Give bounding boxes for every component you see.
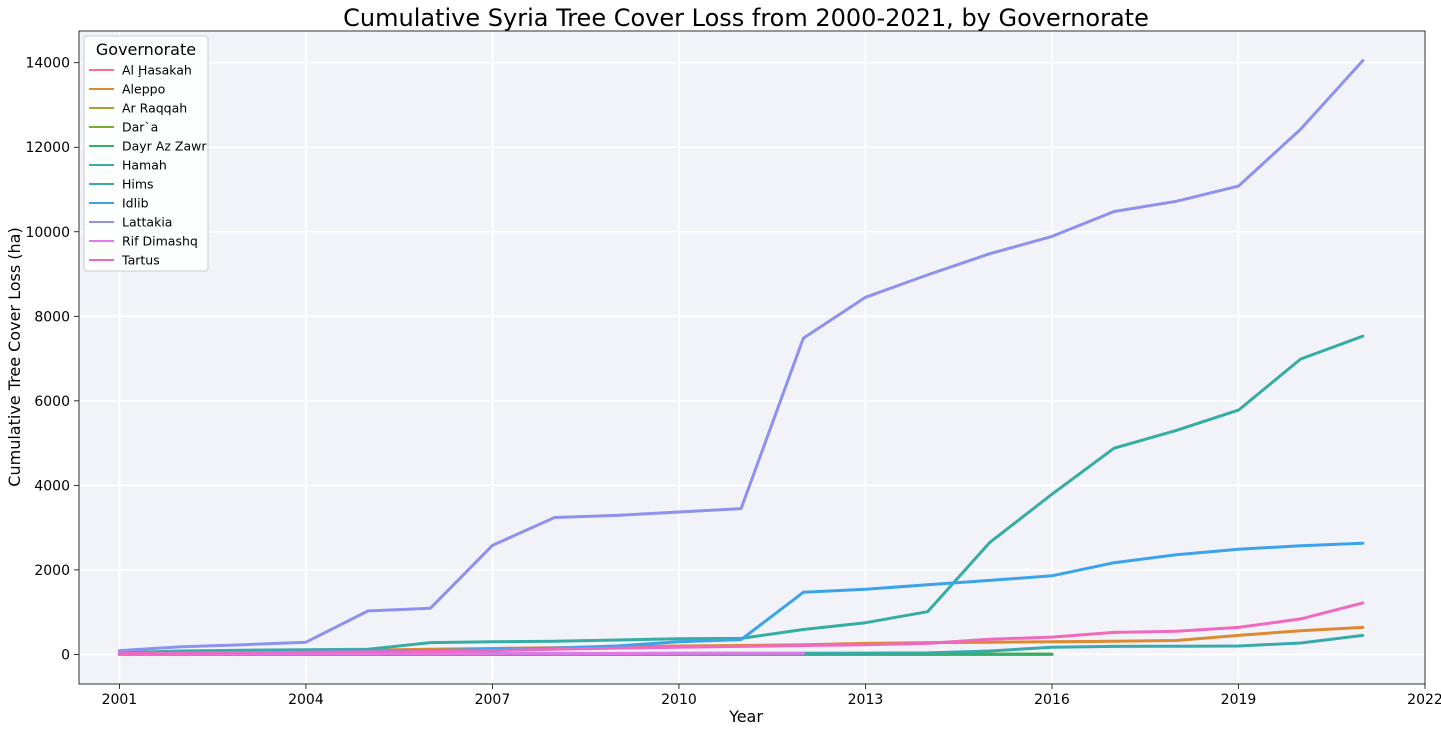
legend: Governorate Al Ḩasakah Aleppo Ar Raqqah Dar… [83,35,209,272]
y-tick-label: 12000 [25,140,70,156]
x-axis-label: Year [728,707,763,726]
legend-label: Aleppo [122,82,165,97]
y-tick-label: 4000 [34,478,70,494]
chart-title: Cumulative Syria Tree Cover Loss from 20… [343,4,1149,32]
legend-label: Lattakia [122,215,172,230]
legend-box [83,35,209,272]
legend-label: Dar`a [122,120,158,135]
plot-frame [78,30,1426,685]
y-tick-label: 8000 [34,309,70,325]
legend-items: Al Ḩasakah Aleppo Ar Raqqah Dar`a Dayr Az Za… [89,63,207,268]
legend-label: Ar Raqqah [122,101,187,116]
legend-label: Hims [122,177,154,192]
legend-label: Rif Dimashq [122,234,198,249]
x-axis-ticks: 2001 2004 2007 2010 2013 2016 2019 2022 [102,684,1441,708]
plot-area [79,31,1425,684]
y-tick-label: 6000 [34,394,70,410]
y-tick-label: 0 [61,647,70,663]
x-tick-label: 2007 [475,692,511,708]
series-line-lattakia [117,59,1365,653]
x-tick-label: 2001 [102,692,138,708]
legend-label: Idlib [122,196,149,211]
y-tick-label: 14000 [25,56,70,72]
legend-label: Al Ḩasakah [122,63,192,78]
x-tick-label: 2010 [661,692,697,708]
y-axis-label: Cumulative Tree Cover Loss (ha) [5,227,24,486]
x-tick-label: 2022 [1407,692,1441,708]
x-gridlines [118,31,1426,684]
x-tick-label: 2013 [848,692,884,708]
y-tick-label: 2000 [34,563,70,579]
legend-label: Dayr Az Zawr [122,139,207,154]
series-line-tartus [117,601,1365,656]
series-lines [117,59,1365,656]
y-tick-label: 10000 [25,225,70,241]
x-tick-label: 2019 [1221,692,1257,708]
x-tick-label: 2016 [1034,692,1070,708]
x-tick-label: 2004 [288,692,324,708]
legend-label: Tartus [121,253,160,268]
legend-label: Hamah [122,158,167,173]
legend-title: Governorate [96,40,196,59]
y-axis-ticks: 0 2000 4000 6000 8000 10000 12000 14000 [25,56,79,663]
